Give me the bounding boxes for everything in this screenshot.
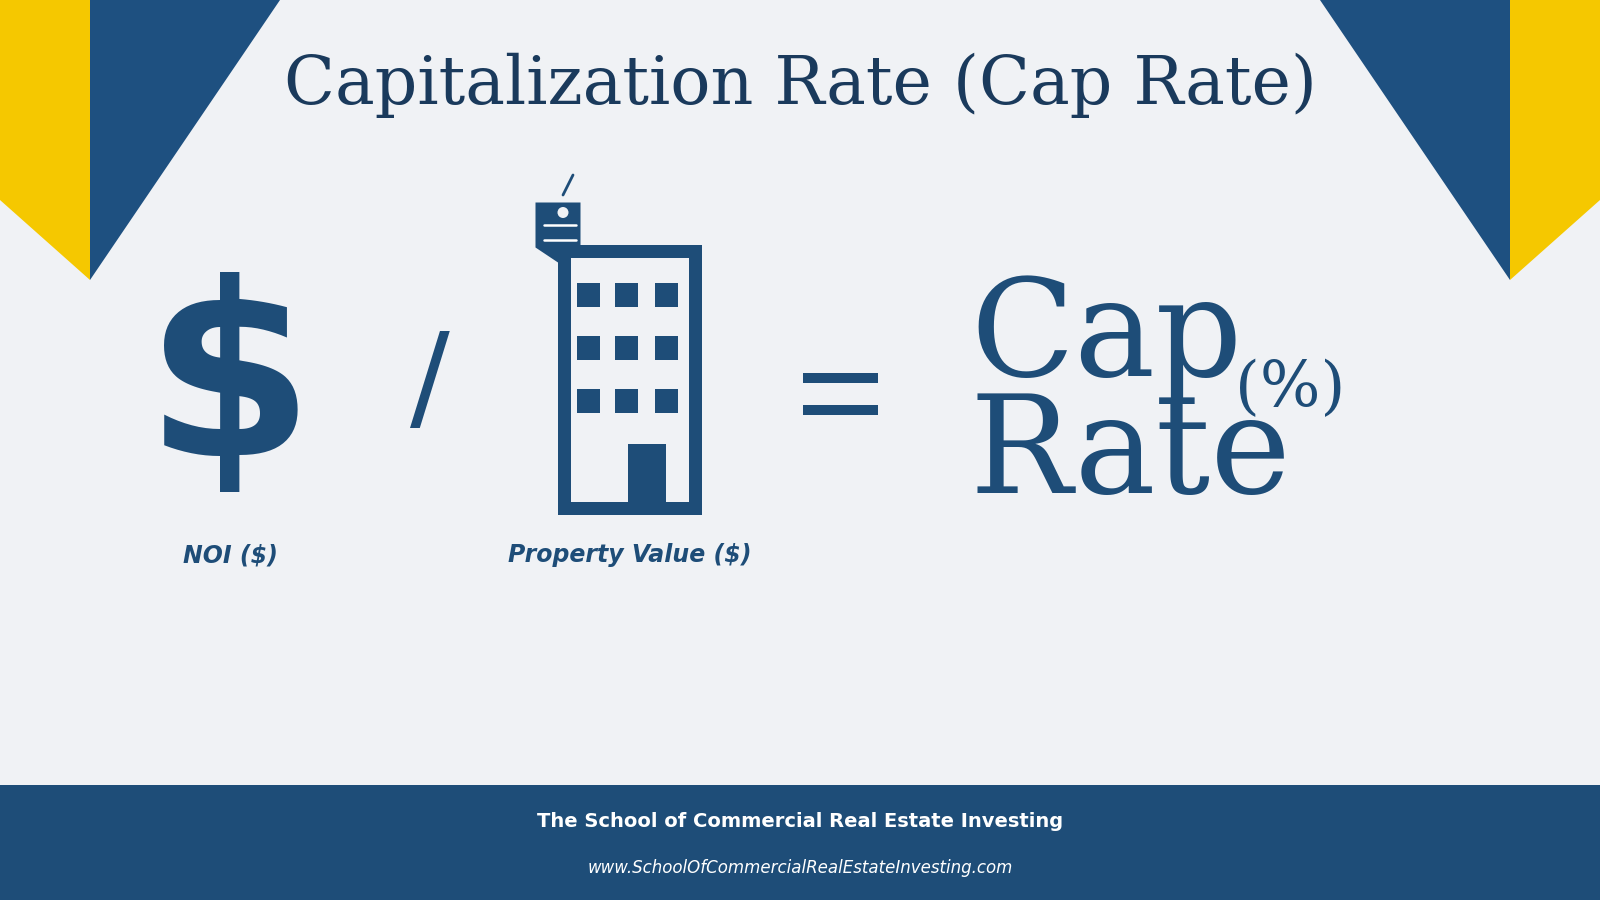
Text: /: / (410, 328, 450, 443)
Text: Rate: Rate (970, 389, 1291, 521)
Polygon shape (536, 202, 581, 263)
Circle shape (557, 207, 568, 218)
Bar (616, 336, 638, 360)
Bar (576, 389, 600, 413)
Bar (803, 405, 877, 415)
Text: www.SchoolOfCommercialRealEstateInvesting.com: www.SchoolOfCommercialRealEstateInvestin… (587, 859, 1013, 877)
Polygon shape (0, 0, 90, 280)
Text: Property Value ($): Property Value ($) (509, 543, 752, 567)
Bar (654, 283, 677, 307)
Text: (%): (%) (1235, 359, 1346, 420)
Text: Cap: Cap (970, 272, 1242, 404)
Bar (616, 389, 638, 413)
Bar (558, 245, 702, 515)
Polygon shape (1320, 0, 1510, 280)
Text: The School of Commercial Real Estate Investing: The School of Commercial Real Estate Inv… (538, 813, 1062, 832)
Bar (576, 336, 600, 360)
Bar (576, 283, 600, 307)
Bar (571, 258, 690, 502)
Bar (654, 389, 677, 413)
Polygon shape (90, 0, 280, 280)
Text: Capitalization Rate (Cap Rate): Capitalization Rate (Cap Rate) (283, 52, 1317, 118)
Bar (616, 283, 638, 307)
Bar (654, 336, 677, 360)
Text: NOI ($): NOI ($) (182, 543, 277, 567)
Bar (803, 373, 877, 383)
Text: $: $ (146, 272, 315, 508)
Bar (627, 444, 666, 502)
Polygon shape (1510, 0, 1600, 280)
Bar (0, 785, 1600, 900)
